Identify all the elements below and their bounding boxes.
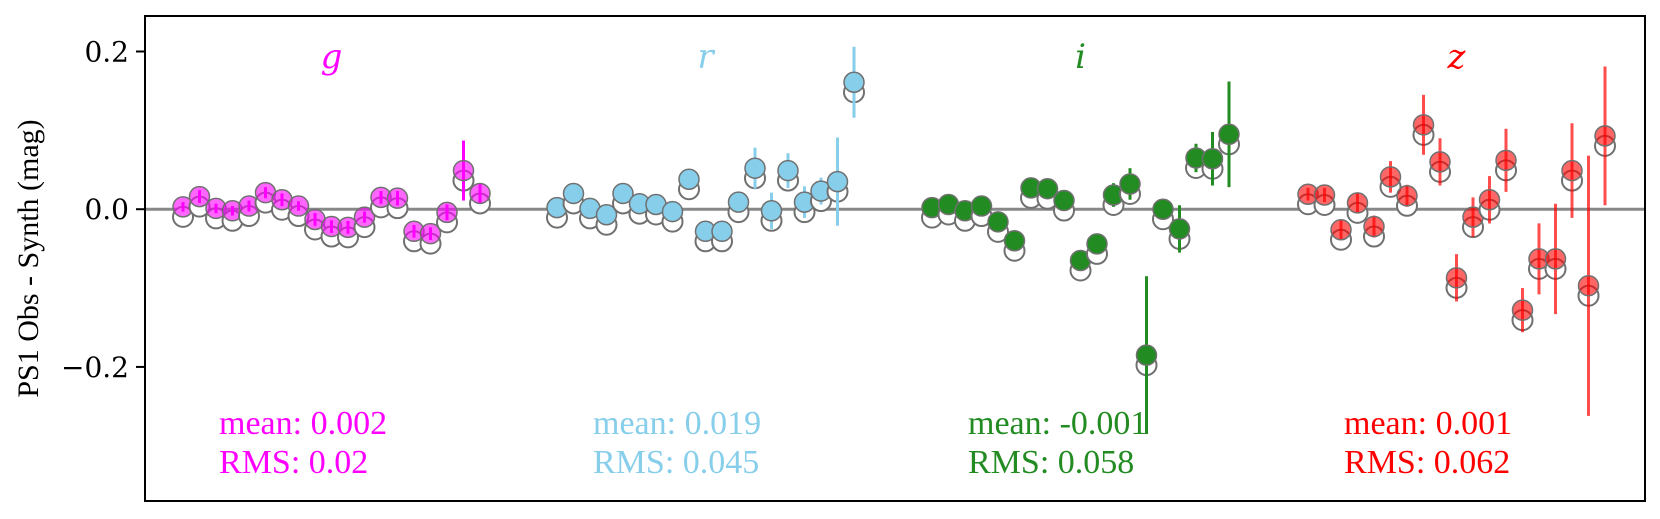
observed-marker (452, 159, 475, 182)
observed-marker (744, 157, 766, 179)
band-label: i (1075, 37, 1086, 77)
observed-marker (1363, 215, 1385, 238)
observed-marker (1313, 184, 1336, 206)
observed-marker (1152, 198, 1174, 220)
y-axis: 0.2 0.0 −0.2 (61, 35, 145, 384)
observed-marker (1003, 230, 1026, 252)
observed-marker (1346, 192, 1369, 214)
observed-marker (1119, 173, 1141, 195)
observed-marker (1561, 159, 1583, 182)
rms-annotation: RMS: 0.058 (968, 444, 1134, 481)
observed-marker (727, 191, 750, 213)
observed-marker (436, 201, 458, 224)
y-tick-label: 0.2 (84, 35, 129, 68)
y-tick-label: 0.0 (84, 193, 129, 226)
observed-marker (1053, 189, 1075, 212)
rms-annotation: RMS: 0.045 (593, 444, 759, 481)
observed-marker (612, 182, 634, 205)
observed-marker (1330, 218, 1352, 241)
rms-annotation: RMS: 0.062 (1344, 444, 1510, 481)
y-axis-label: PS1 Obs - Synth (mag) (12, 119, 45, 397)
observed-marker (287, 195, 310, 217)
observed-marker (1594, 125, 1616, 147)
observed-marker (1412, 114, 1435, 136)
mean-annotation: mean: 0.019 (593, 405, 761, 442)
observed-marker (419, 222, 442, 245)
observed-marker (595, 203, 618, 226)
observed-marker (1036, 177, 1059, 200)
mean-annotation: mean: 0.001 (1344, 405, 1512, 442)
observed-marker (777, 159, 799, 182)
observed-marker (562, 182, 585, 205)
y-tick-label: −0.2 (61, 351, 129, 384)
observed-marker (1135, 344, 1158, 366)
mean-annotation: mean: -0.001 (968, 405, 1147, 442)
observed-marker (987, 211, 1009, 233)
band-label: g (321, 37, 343, 77)
observed-marker (1218, 123, 1240, 146)
observed-marker (826, 170, 849, 193)
observed-marker (1168, 218, 1191, 240)
observed-marker (1544, 248, 1567, 270)
observed-marker (1495, 149, 1517, 172)
observed-marker (1577, 274, 1600, 297)
observed-marker (353, 206, 376, 228)
observed-marker (1445, 267, 1468, 289)
observed-marker (843, 71, 865, 93)
plot-frame (144, 15, 1646, 502)
observed-marker (1511, 299, 1534, 321)
observed-marker (1379, 166, 1402, 188)
observed-marker (188, 185, 211, 208)
observed-marker (1396, 185, 1418, 207)
observed-marker (970, 195, 993, 217)
observed-marker (1478, 188, 1501, 211)
band-label: z (1447, 37, 1467, 77)
observed-marker (678, 168, 700, 190)
observed-marker (661, 200, 684, 223)
observed-marker (386, 187, 409, 209)
observed-marker (469, 182, 491, 205)
mean-annotation: mean: 0.002 (219, 405, 387, 442)
band-label: r (697, 37, 715, 77)
observed-marker (760, 200, 783, 222)
observed-marker (1429, 151, 1451, 173)
rms-annotation: RMS: 0.02 (219, 444, 368, 481)
observed-marker (1201, 147, 1224, 170)
observed-marker (1086, 233, 1108, 255)
observed-marker (711, 220, 733, 243)
